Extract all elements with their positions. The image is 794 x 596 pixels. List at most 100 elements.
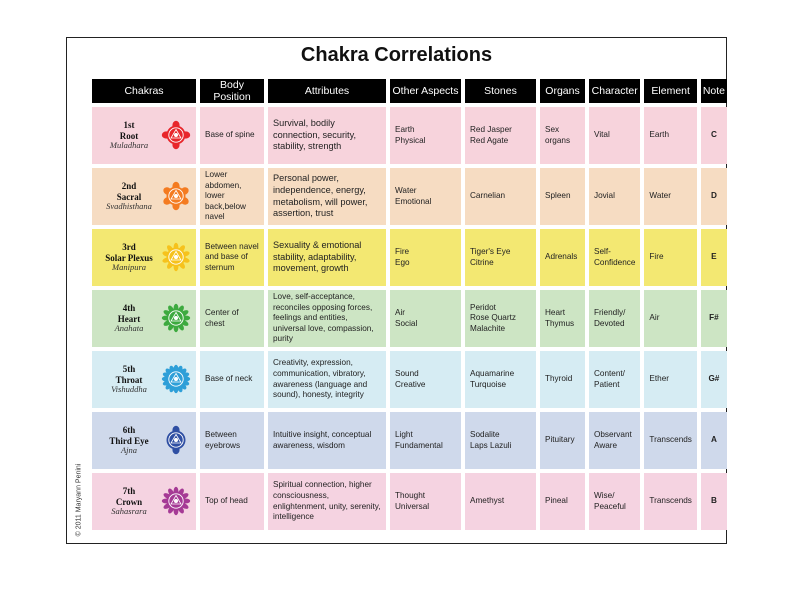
element-cell: Transcends (644, 412, 697, 469)
other-aspect: Water (395, 185, 417, 195)
chakra-sanskrit-name: Sahasrara (111, 505, 147, 516)
other-aspects-cell: Light Fundamental (390, 412, 461, 469)
header-row: Chakras Body Position Attributes Other A… (92, 79, 727, 103)
header-organs: Organs (540, 79, 585, 103)
chakra-cell: 1st Root Muladhara (92, 107, 196, 164)
note-cell: D (700, 168, 727, 225)
header-other-aspects: Other Aspects (390, 79, 461, 103)
stones-cell: Amethyst (465, 473, 536, 530)
element-cell: Air (644, 290, 697, 347)
body-position-cell: Lower abdomen, lower back,below navel (200, 168, 264, 225)
sacral-chakra-icon (161, 181, 191, 211)
organs-cell: Spleen (540, 168, 585, 225)
note-cell: A (700, 412, 727, 469)
chakra-name: 5th Throat Vishuddha (97, 364, 161, 394)
stone: Carnelian (470, 191, 506, 201)
chakra-number: 5th (122, 364, 136, 375)
chakra-table: Chakras Body Position Attributes Other A… (88, 75, 731, 534)
header-stones: Stones (465, 79, 536, 103)
chakra-sanskrit-name: Manipura (112, 261, 146, 272)
chakra-english-name: Crown (115, 496, 143, 507)
organs-cell: Pineal (540, 473, 585, 530)
organs-cell: Thyroid (540, 351, 585, 408)
note-cell: F# (700, 290, 727, 347)
other-aspect: Universal (395, 501, 430, 511)
chakra-cell: 6th Third Eye Ajna (92, 412, 196, 469)
other-aspect: Light (395, 429, 413, 439)
stones-cell: Carnelian (465, 168, 536, 225)
stone: Rose Quartz (470, 313, 516, 323)
copyright-notice: © 2011 Maryann Penini (72, 455, 86, 545)
character-cell: Friendly/ Devoted (589, 290, 641, 347)
other-aspects-cell: Water Emotional (390, 168, 461, 225)
stone: Citrine (470, 257, 494, 267)
note-cell: G# (700, 351, 727, 408)
chakra-cell: 3rd Solar Plexus Manipura (92, 229, 196, 286)
table-row: 1st Root Muladhara Base of spine Survival, b… (92, 107, 727, 164)
chakra-english-name: Heart (117, 313, 141, 324)
other-aspects-cell: Earth Physical (390, 107, 461, 164)
attributes-cell: Intuitive insight, conceptual awareness,… (268, 412, 386, 469)
note-cell: C (700, 107, 727, 164)
other-aspects-cell: Sound Creative (390, 351, 461, 408)
chakra-number: 6th (122, 425, 136, 436)
stones-cell: Aquamarine Turquoise (465, 351, 536, 408)
element-cell: Transcends (644, 473, 697, 530)
page-title: Chakra Correlations (300, 44, 493, 66)
chakra-number: 3rd (122, 242, 136, 253)
stone: Malachite (470, 323, 506, 333)
other-aspect: Physical (395, 135, 426, 145)
chakra-name: 3rd Solar Plexus Manipura (97, 242, 161, 272)
chakra-number: 2nd (121, 181, 137, 192)
other-aspect: Air (395, 307, 406, 317)
attributes-cell: Personal power, independence, energy, me… (268, 168, 386, 225)
chakra-english-name: Throat (115, 374, 143, 385)
chakra-english-name: Third Eye (109, 435, 149, 446)
other-aspect: Sound (395, 368, 419, 378)
stone: Red Agate (470, 135, 509, 145)
third-eye-chakra-icon (161, 425, 191, 455)
header-body-position: Body Position (200, 79, 264, 103)
chakra-sanskrit-name: Vishuddha (111, 383, 147, 394)
attributes-cell: Sexuality & emotional stability, adaptab… (268, 229, 386, 286)
character-cell: Observant Aware (589, 412, 641, 469)
stone: Amethyst (470, 496, 505, 506)
table-row: 2nd Sacral Svadhisthana Lower abdomen, lowe… (92, 168, 727, 225)
table-row: 3rd Solar Plexus Manipura Between navel and… (92, 229, 727, 286)
crown-chakra-icon (161, 486, 191, 516)
throat-chakra-icon (161, 364, 191, 394)
element-cell: Ether (644, 351, 697, 408)
character-cell: Content/ Patient (589, 351, 641, 408)
character-cell: Self-Confidence (589, 229, 641, 286)
chakra-name: 2nd Sacral Svadhisthana (97, 181, 161, 211)
body-position-cell: Between navel and base of sternum (200, 229, 264, 286)
note-cell: B (700, 473, 727, 530)
table-row: 6th Third Eye Ajna Between eyebrows Intuitiv… (92, 412, 727, 469)
stone: Peridot (470, 302, 496, 312)
stones-cell: Sodalite Laps Lazuli (465, 412, 536, 469)
other-aspect: Creative (395, 379, 426, 389)
stone: Red Jasper (470, 124, 512, 134)
other-aspect: Ego (395, 257, 410, 267)
stone: Turquoise (470, 379, 507, 389)
chakra-number: 7th (122, 486, 136, 497)
attributes-cell: Survival, bodily connection, security, s… (268, 107, 386, 164)
header-chakras: Chakras (92, 79, 196, 103)
attributes-cell: Love, self-acceptance, reconciles opposi… (268, 290, 386, 347)
chakra-number: 1st (123, 120, 135, 131)
attributes-cell: Spiritual connection, higher consciousne… (268, 473, 386, 530)
character-cell: Wise/ Peaceful (589, 473, 641, 530)
chakra-english-name: Solar Plexus (105, 252, 153, 263)
chakra-number: 4th (122, 303, 136, 314)
stone: Aquamarine (470, 368, 515, 378)
stones-cell: Red Jasper Red Agate (465, 107, 536, 164)
table-row: 5th Throat Vishuddha Base of neck Creativity… (92, 351, 727, 408)
other-aspect: Earth (395, 124, 415, 134)
chakra-english-name: Root (119, 130, 139, 141)
other-aspects-cell: Fire Ego (390, 229, 461, 286)
header-character: Character (589, 79, 641, 103)
body-position-cell: Top of head (200, 473, 264, 530)
other-aspects-cell: Thought Universal (390, 473, 461, 530)
chakra-cell: 5th Throat Vishuddha (92, 351, 196, 408)
organs-cell: Heart Thymus (540, 290, 585, 347)
